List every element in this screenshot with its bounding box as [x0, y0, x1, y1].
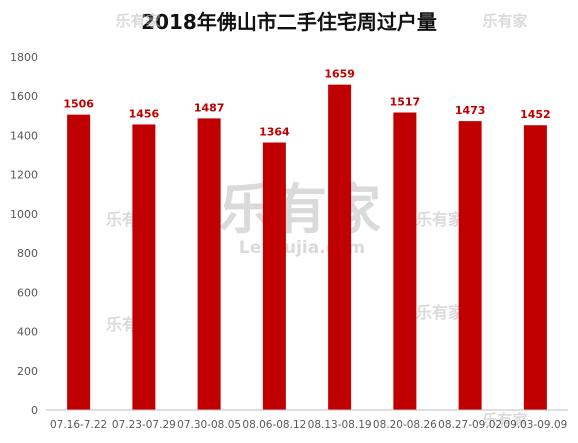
- data-label: 1364: [259, 126, 290, 139]
- y-axis: 0 200 400 600 800 1000 1200 1400 1600 1800: [10, 51, 38, 417]
- watermark-logo-text: 乐有家: [219, 178, 381, 241]
- bar: [523, 125, 547, 410]
- bar: [67, 114, 91, 410]
- y-tick-label: 1800: [10, 51, 38, 64]
- x-axis: 07.16-7.22 07.23-07.29 07.30-08.05 08.06-08…: [46, 409, 568, 431]
- watermark-logo-small-6: 乐有家: [416, 303, 465, 322]
- x-tick-label: 07.16-7.22: [50, 419, 107, 431]
- y-tick-label: 1400: [10, 129, 38, 142]
- data-label: 1506: [63, 98, 94, 111]
- data-label: 1473: [455, 104, 486, 117]
- y-tick-label: 1200: [10, 169, 38, 182]
- x-tick-label: 08.06-08.12: [242, 419, 306, 431]
- watermark-logo-small-7: 乐有家: [482, 411, 527, 429]
- y-tick-label: 1000: [10, 208, 38, 221]
- bar: [262, 142, 286, 410]
- data-label: 1452: [520, 108, 551, 121]
- x-tick-label: 08.13-08.19: [308, 419, 372, 431]
- y-tick-label: 0: [31, 404, 38, 417]
- y-tick-label: 200: [17, 365, 38, 378]
- x-tick-label: 07.23-07.29: [112, 419, 176, 431]
- bar: [197, 118, 221, 410]
- data-label: 1456: [129, 107, 160, 120]
- data-labels: 1506 1456 1487 1364 1659 1517 1473 1452: [63, 68, 550, 139]
- x-tick-label: 08.20-08.26: [373, 419, 437, 431]
- bar: [328, 84, 352, 410]
- x-tick-label: 08.27-09.02: [438, 419, 502, 431]
- chart-title: 2018年佛山市二手住宅周过户量: [141, 10, 437, 34]
- x-tick-label: 09.03-09.09: [503, 419, 567, 431]
- watermark-logo-small-4: 乐有家: [416, 210, 465, 229]
- bars: [67, 84, 547, 411]
- watermark-logo-small-1: 乐有家: [115, 12, 160, 30]
- y-tick-label: 800: [17, 247, 38, 260]
- y-tick-label: 1600: [10, 90, 38, 103]
- x-tick-label: 07.30-08.05: [177, 419, 241, 431]
- bar: [393, 112, 417, 410]
- bar: [132, 124, 156, 410]
- data-label: 1517: [390, 95, 421, 108]
- y-tick-label: 400: [17, 326, 38, 339]
- bar: [458, 121, 482, 411]
- y-tick-label: 600: [17, 286, 38, 299]
- watermark-logo-small-2: 乐有家: [482, 12, 527, 30]
- data-label: 1487: [194, 101, 225, 114]
- data-label: 1659: [324, 68, 355, 81]
